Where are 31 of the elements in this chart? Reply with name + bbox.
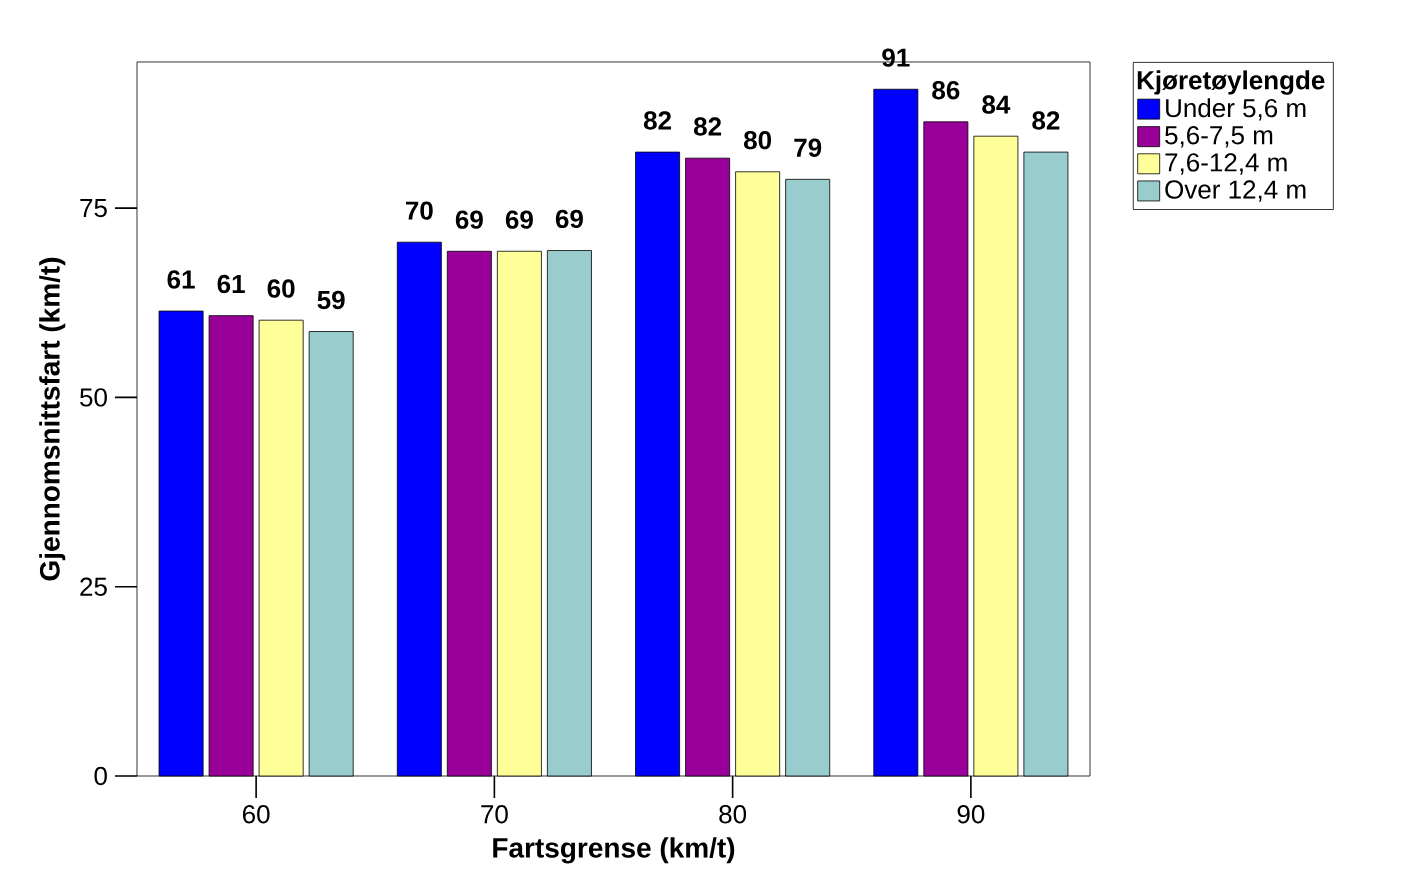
data-label: 69 xyxy=(505,210,533,229)
data-label: 82 xyxy=(693,117,722,136)
legend-label: Over 12,4 m xyxy=(1165,180,1306,202)
data-label: 59 xyxy=(317,290,345,310)
data-label: 60 xyxy=(267,279,295,298)
x-tick-label: 90 xyxy=(957,805,985,824)
y-axis-title: Gjennomsnittsfart (km/t) xyxy=(39,257,66,581)
y-tick-label: 25 xyxy=(80,577,107,596)
legend-label: 5,6-7,5 m xyxy=(1165,126,1273,148)
data-label: 61 xyxy=(167,270,195,289)
x-tick-label: 60 xyxy=(242,805,270,824)
y-tick-label: 50 xyxy=(80,388,107,407)
data-label: 69 xyxy=(455,210,483,229)
data-label: 70 xyxy=(405,201,433,220)
legend-title: Kjøretøylengde xyxy=(1137,70,1325,95)
data-label: 82 xyxy=(643,111,671,130)
data-label: 82 xyxy=(1032,111,1060,130)
data-label: 69 xyxy=(555,209,583,229)
data-label: 80 xyxy=(744,130,772,150)
x-tick-label: 70 xyxy=(481,805,508,824)
legend-label: 7,6-12,4 m xyxy=(1165,153,1287,175)
legend-label: Under 5,6 m xyxy=(1166,98,1306,121)
x-axis-title: Fartsgrense (km/t) xyxy=(493,837,735,864)
y-tick-label: 0 xyxy=(94,766,107,786)
data-label: 79 xyxy=(794,138,822,157)
data-label: 91 xyxy=(882,48,910,67)
x-tick-label: 80 xyxy=(719,805,747,824)
data-label: 61 xyxy=(217,274,245,294)
data-label: 86 xyxy=(932,80,960,100)
y-tick-label: 75 xyxy=(80,199,107,218)
data-label: 84 xyxy=(982,95,1011,114)
